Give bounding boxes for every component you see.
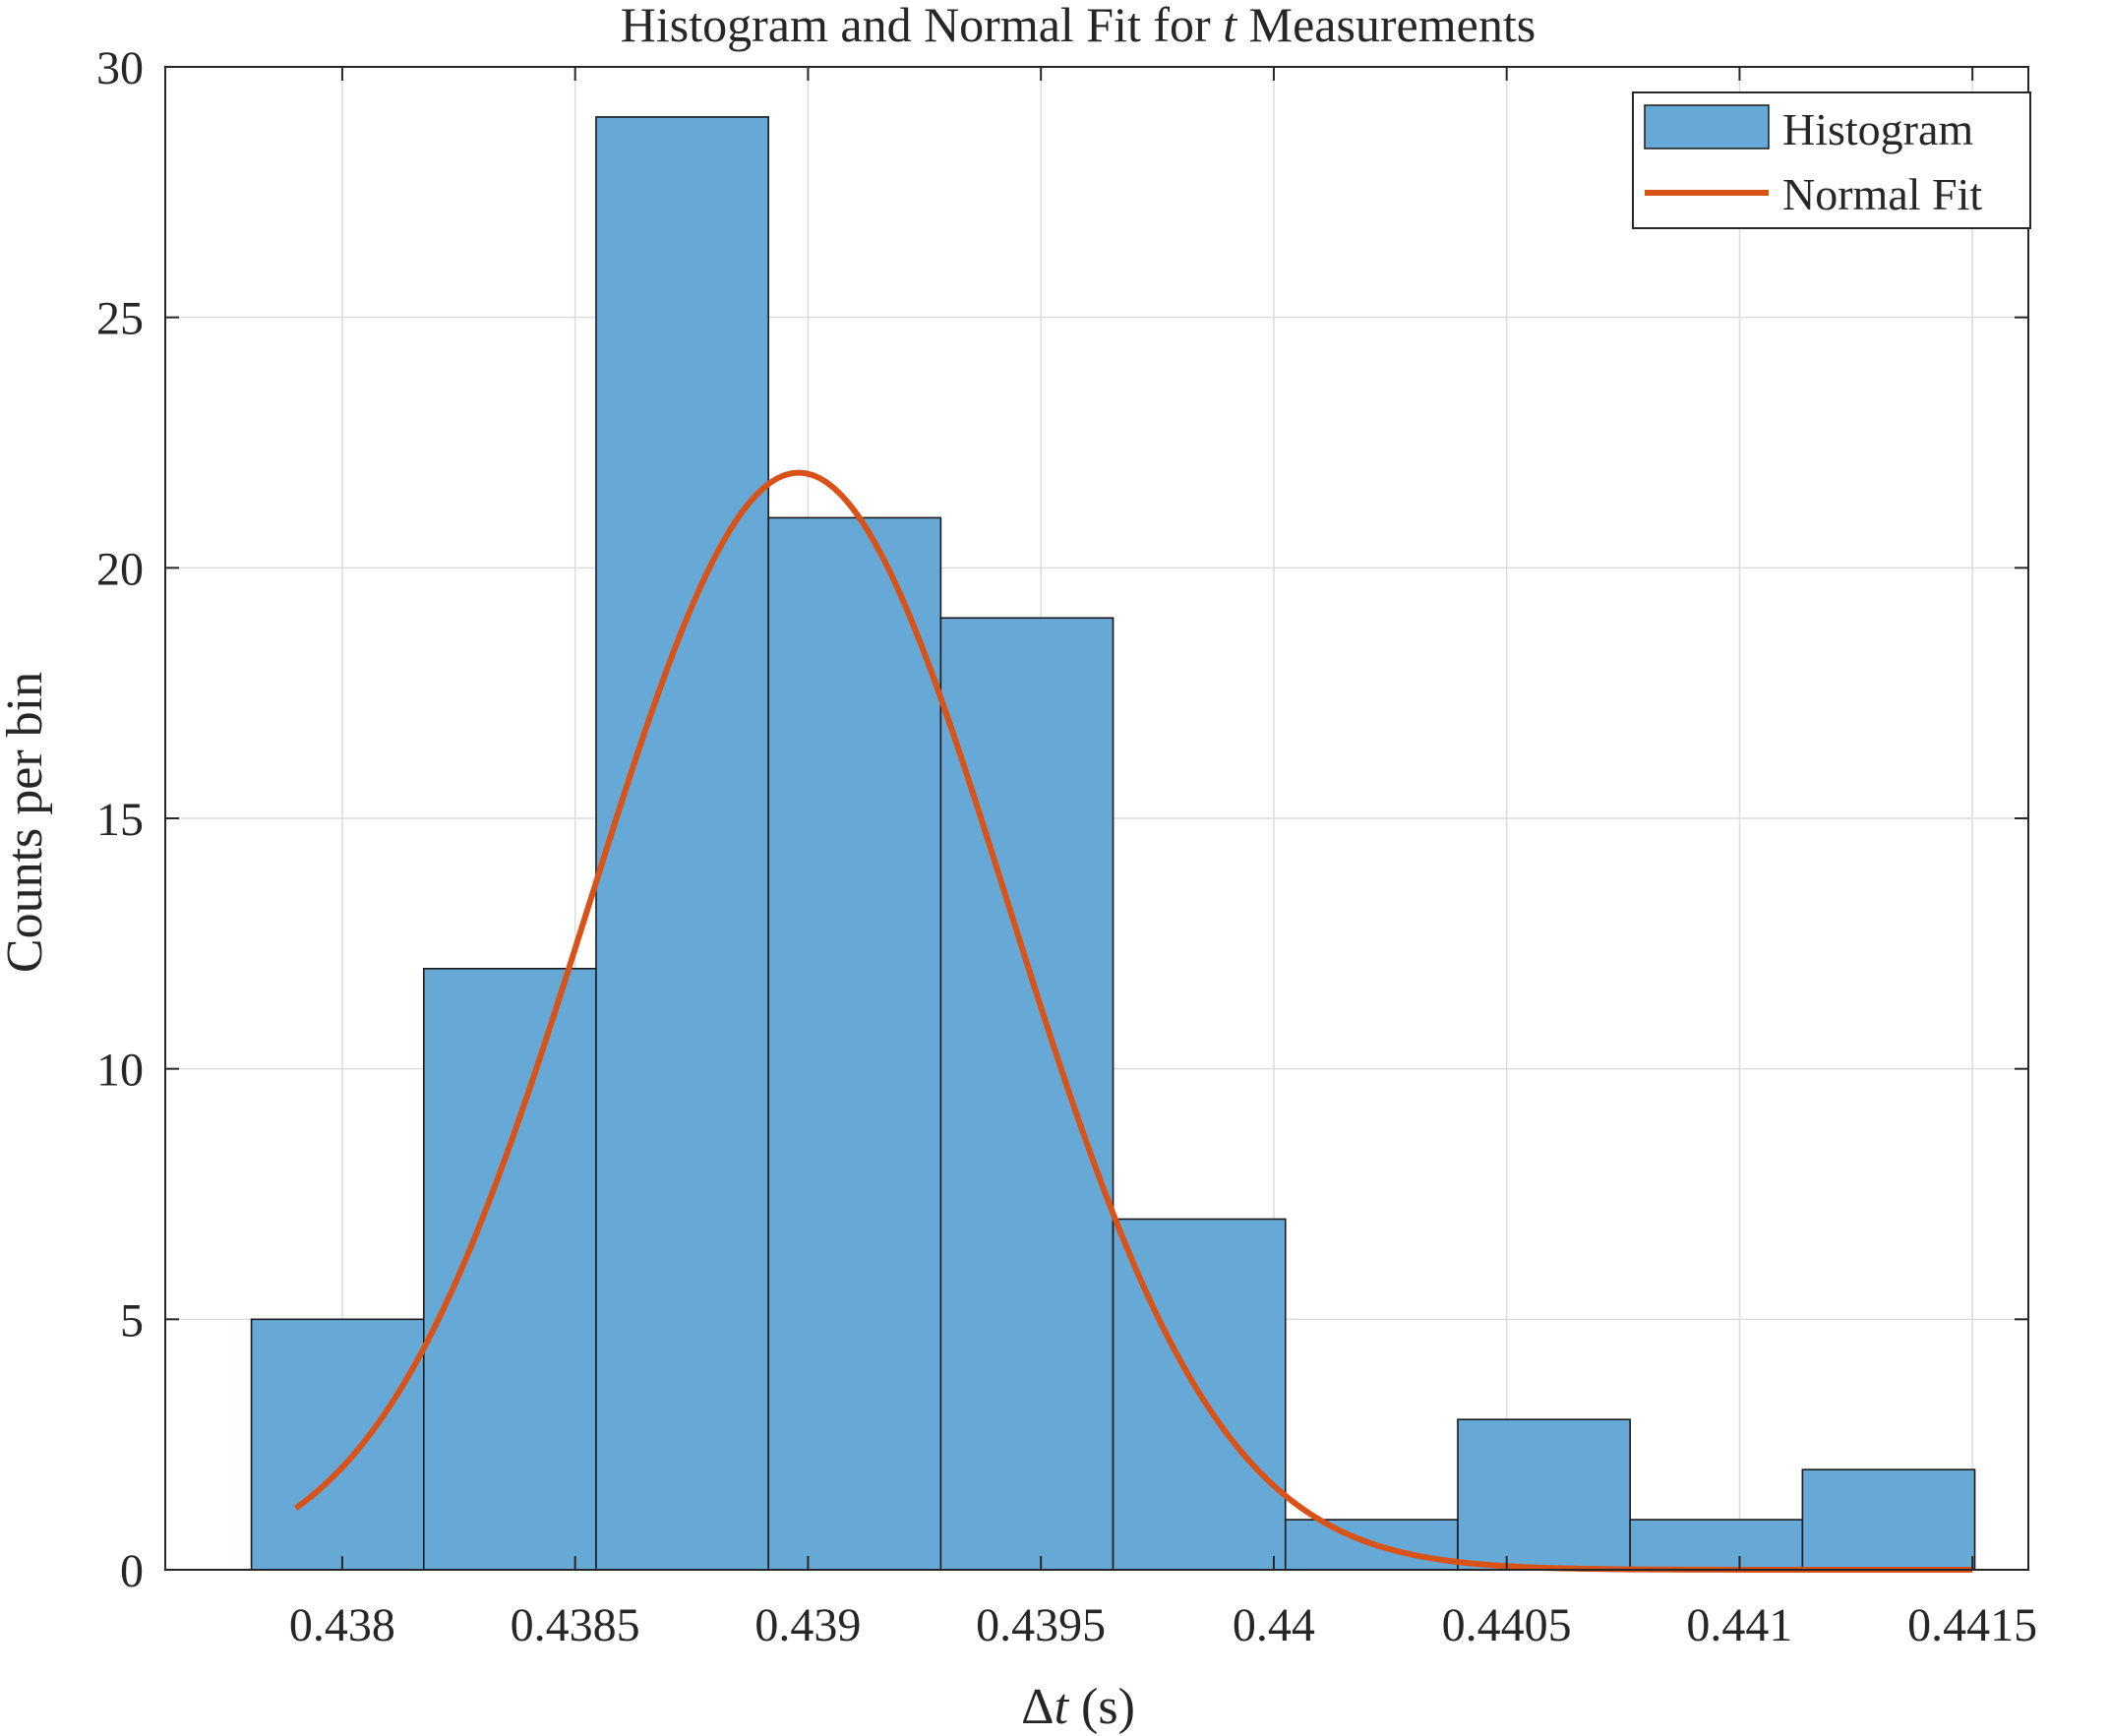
y-axis-label: Counts per bin xyxy=(0,672,53,973)
chart-title-prefix: Histogram and Normal Fit for xyxy=(621,0,1223,52)
histogram-bar xyxy=(1801,1468,1976,1571)
x-tick-label: 0.439 xyxy=(754,1599,861,1651)
x-tick-label: 0.4405 xyxy=(1442,1599,1572,1651)
x-axis-label-variable: t xyxy=(1054,1679,1070,1735)
x-tick-labels: 0.438 0.4385 0.439 0.4395 0.44 0.4405 0.441 0.4… xyxy=(289,1599,2037,1651)
legend: Histogram Normal Fit xyxy=(1632,91,2031,229)
legend-normal-fit-label: Normal Fit xyxy=(1782,169,1982,219)
x-axis-label: Δt (s) xyxy=(1021,1679,1135,1735)
x-tick-label: 0.441 xyxy=(1686,1599,1792,1651)
y-tick-label: 15 xyxy=(96,794,144,846)
histogram-bar xyxy=(595,116,769,1571)
histogram-bar xyxy=(939,617,1115,1571)
chart-title-variable: t xyxy=(1223,0,1237,52)
y-tick-label: 20 xyxy=(96,543,144,595)
histogram-bar xyxy=(1629,1519,1804,1571)
chart-title-suffix: Measurements xyxy=(1236,0,1536,52)
legend-histogram-label: Histogram xyxy=(1782,104,1973,154)
axis-ticks xyxy=(165,66,2028,1571)
histogram-bar xyxy=(767,516,942,1571)
x-tick-label: 0.4385 xyxy=(511,1599,640,1651)
y-tick-label: 25 xyxy=(96,293,144,345)
histogram-bars xyxy=(250,116,1976,1571)
y-tick-label: 10 xyxy=(96,1045,144,1097)
x-tick-label: 0.4415 xyxy=(1907,1599,2037,1651)
x-tick-label: 0.44 xyxy=(1233,1599,1315,1651)
histogram-bar xyxy=(422,967,597,1571)
legend-histogram-swatch xyxy=(1644,104,1770,150)
chart-title: Histogram and Normal Fit for t Measureme… xyxy=(621,0,1536,52)
x-axis-label-delta: Δ xyxy=(1021,1679,1054,1735)
x-tick-label: 0.4395 xyxy=(976,1599,1106,1651)
x-axis-label-unit: (s) xyxy=(1068,1679,1135,1735)
y-tick-label: 30 xyxy=(96,42,144,94)
x-tick-label: 0.438 xyxy=(289,1599,395,1651)
histogram-bar xyxy=(250,1318,425,1571)
y-tick-label: 5 xyxy=(120,1294,144,1347)
histogram-bar xyxy=(1457,1418,1631,1571)
y-tick-labels: 0 5 10 15 20 25 30 xyxy=(96,42,144,1597)
y-tick-label: 0 xyxy=(120,1545,144,1597)
